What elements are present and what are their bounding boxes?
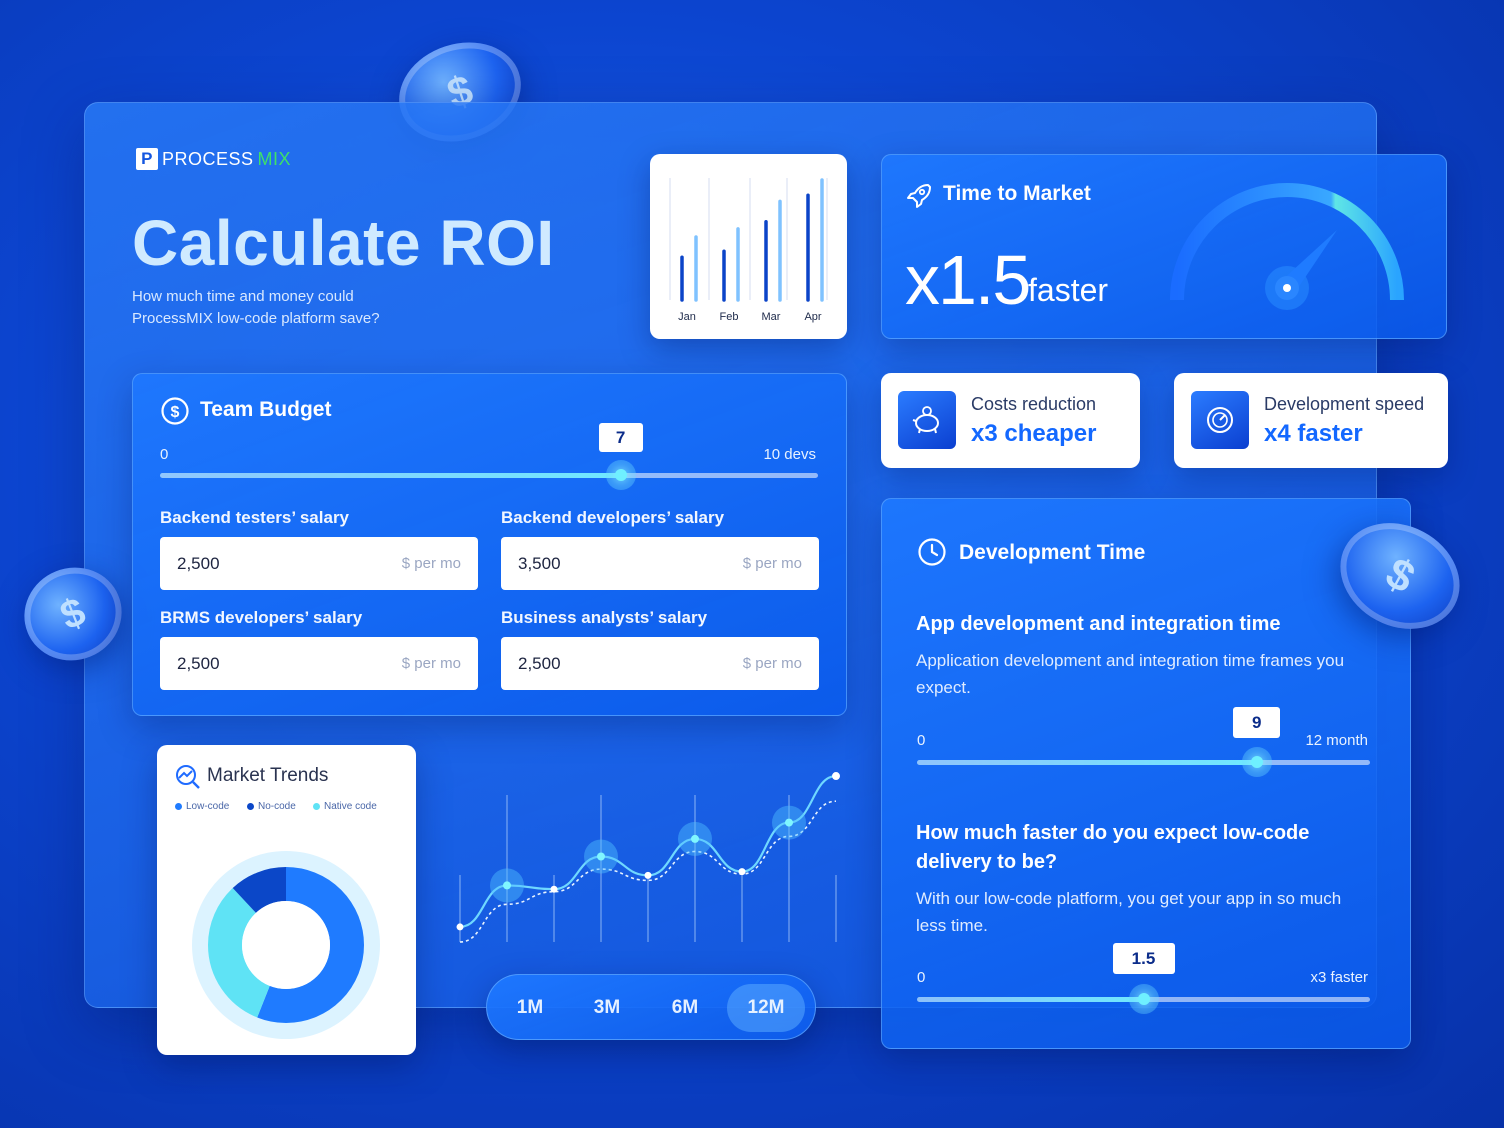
time-to-market-unit: faster: [1028, 272, 1109, 308]
speedometer-icon: [1191, 391, 1249, 449]
trend-point: [597, 852, 605, 861]
trend-line-dashed: [459, 800, 837, 943]
trend-point: [738, 868, 746, 876]
market-trends-title: Market Trends: [207, 765, 329, 786]
development-speed-value: x4 faster: [1264, 420, 1363, 447]
mini-chart-x-label: Feb: [720, 311, 739, 323]
time-to-market-value: x1.5: [905, 241, 1031, 319]
field-value: 3,500: [518, 553, 561, 573]
budget-slider-min: 0: [160, 446, 169, 463]
dev-time-slider[interactable]: 9: [917, 707, 1370, 777]
mini-chart-x-label: Apr: [804, 311, 821, 323]
field-unit: $ per mo: [742, 655, 802, 672]
dev-time-slider-fill: [917, 760, 1257, 765]
field-label-business-analysts: Business analysts’ salary: [501, 608, 708, 627]
market-trends-card: Market Trends Low-code No-code Native co…: [157, 745, 416, 1055]
piggy-bank-icon: [898, 391, 956, 449]
mini-chart-x-label: Mar: [762, 311, 781, 323]
field-label-backend-developers: Backend developers’ salary: [501, 508, 725, 527]
trend-point: [785, 818, 793, 827]
field-unit: $ per mo: [742, 555, 802, 572]
field-unit: $ per mo: [401, 555, 461, 572]
donut-slice: [208, 867, 364, 1023]
tab-1m[interactable]: 1M: [516, 997, 544, 1018]
legend-low-code: Low-code: [175, 801, 229, 812]
time-to-market-title: Time to Market: [943, 182, 1091, 205]
logo-text-mix: MIX: [257, 148, 292, 169]
legend-no-code: No-code: [247, 801, 296, 812]
trend-point: [691, 834, 699, 843]
trend-point: [550, 885, 558, 893]
speed-slider[interactable]: 1.5: [917, 943, 1370, 1014]
dev-time-slider-min: 0: [917, 732, 926, 749]
development-time-card: Development Time App development and int…: [881, 498, 1411, 1049]
dev-time-slider-max: 12 month: [1305, 732, 1368, 749]
speed-slider-fill: [917, 997, 1144, 1002]
mini-chart-x-label: Jan: [678, 311, 696, 323]
donut-slice: [208, 867, 364, 1023]
donut-hole: [242, 901, 330, 989]
logo: P PROCESS MIX: [136, 148, 291, 170]
time-to-market-card: [881, 154, 1447, 339]
app-dev-time-question: App development and integration time: [916, 613, 1281, 635]
dev-time-slider-value: 9: [1233, 707, 1281, 738]
costs-reduction-label: Costs reduction: [971, 394, 1097, 414]
budget-slider[interactable]: 7: [160, 423, 818, 490]
speed-slider-thumb[interactable]: [1128, 984, 1159, 1014]
coin-dollar-icon: $: [1377, 548, 1423, 603]
budget-slider-thumb[interactable]: [605, 460, 636, 490]
budget-slider-max: 10 devs: [763, 446, 816, 463]
low-code-speed-description: With our low-code platform, you get your…: [916, 889, 1342, 935]
logo-mark: P: [136, 148, 158, 170]
app-dev-time-description: Application development and integration …: [916, 651, 1345, 697]
speed-slider-min: 0: [917, 969, 926, 986]
speed-slider-value: 1.5: [1112, 943, 1175, 974]
development-speed-card: Development speed x4 faster: [1174, 373, 1448, 468]
field-value: 2,500: [518, 653, 561, 673]
coin-dollar-icon: $: [54, 588, 92, 639]
brms-developers-salary-input[interactable]: 2,500 $ per mo: [160, 637, 478, 690]
low-code-speed-question: How much faster do you expect low-code d…: [916, 822, 1310, 873]
development-speed-label: Development speed: [1264, 394, 1425, 414]
trend-point: [832, 772, 840, 781]
trend-line-chart: [456, 772, 840, 943]
speed-slider-max: x3 faster: [1310, 969, 1368, 986]
team-budget-title: Team Budget: [200, 398, 332, 421]
backend-testers-salary-input[interactable]: 2,500 $ per mo: [160, 537, 478, 590]
mini-bar-chart: Jan Feb Mar Apr: [669, 178, 828, 323]
logo-text-process: PROCESS: [162, 148, 254, 169]
tab-6m[interactable]: 6M: [671, 997, 699, 1018]
budget-slider-fill: [160, 473, 621, 478]
period-tabs: 1M 3M 6M 12M: [486, 974, 816, 1040]
field-value: 2,500: [177, 653, 220, 673]
speed-gauge: [1160, 178, 1420, 323]
trend-point: [503, 881, 511, 890]
trend-point: [644, 871, 652, 879]
development-time-title: Development Time: [959, 541, 1146, 564]
tab-3m[interactable]: 3M: [593, 997, 621, 1018]
mini-bar-chart-card: Jan Feb Mar Apr: [650, 154, 847, 339]
field-label-brms-developers: BRMS developers’ salary: [160, 608, 363, 627]
page-subtitle: How much time and money could ProcessMIX…: [132, 288, 380, 327]
team-budget-card: $ Team Budget 0 10 devs 7 Backend tester…: [132, 373, 847, 716]
trend-point: [456, 923, 464, 931]
trend-search-icon: [175, 764, 201, 795]
budget-slider-value: 7: [598, 423, 643, 452]
rocket-icon: [906, 182, 932, 213]
market-trends-donut: [192, 851, 380, 1039]
backend-developers-salary-input[interactable]: 3,500 $ per mo: [501, 537, 819, 590]
costs-reduction-card: Costs reduction x3 cheaper: [881, 373, 1140, 468]
svg-text:$: $: [171, 404, 180, 421]
field-value: 2,500: [177, 553, 220, 573]
costs-reduction-value: x3 cheaper: [971, 420, 1097, 447]
dev-time-slider-thumb[interactable]: [1241, 747, 1272, 777]
field-unit: $ per mo: [401, 655, 461, 672]
dollar-icon: $: [160, 396, 190, 431]
field-label-backend-testers: Backend testers’ salary: [160, 508, 350, 527]
tab-12m[interactable]: 12M: [727, 984, 805, 1032]
business-analysts-salary-input[interactable]: 2,500 $ per mo: [501, 637, 819, 690]
page-title: Calculate ROI: [132, 207, 555, 279]
legend-native-code: Native code: [313, 801, 377, 812]
clock-icon: [917, 537, 947, 572]
